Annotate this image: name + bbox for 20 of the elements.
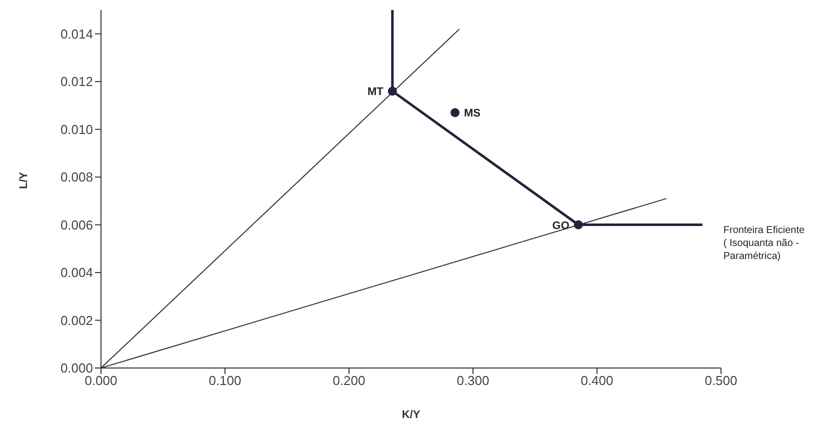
annotation: GO xyxy=(552,220,570,232)
y-axis-title: L/Y xyxy=(18,171,30,189)
y-tick-label: 0.000 xyxy=(60,360,93,376)
x-tick-label: 0.000 xyxy=(84,373,118,388)
y-tick-label: 0.010 xyxy=(60,122,93,137)
annotation: MT xyxy=(368,86,384,98)
x-tick-label: 0.300 xyxy=(456,373,490,388)
annotation: MS xyxy=(464,108,481,120)
y-tick-label: 0.014 xyxy=(60,26,93,42)
y-tick-label: 0.008 xyxy=(60,170,93,185)
annotation: Fronteira Eficiente ( Isoquanta não - Paramétrica) xyxy=(723,224,805,262)
x-axis-title: K/Y xyxy=(402,409,421,421)
x-tick-label: 0.200 xyxy=(332,373,366,388)
y-tick-label: 0.006 xyxy=(60,217,93,232)
y-tick-label: 0.012 xyxy=(60,74,93,90)
y-tick-label: 0.002 xyxy=(60,312,93,328)
x-tick-label: 0.100 xyxy=(208,373,242,388)
y-tick-label: 0.004 xyxy=(60,265,93,280)
x-tick-label: 0.400 xyxy=(580,373,614,388)
x-tick-label: 0.500 xyxy=(704,373,738,388)
